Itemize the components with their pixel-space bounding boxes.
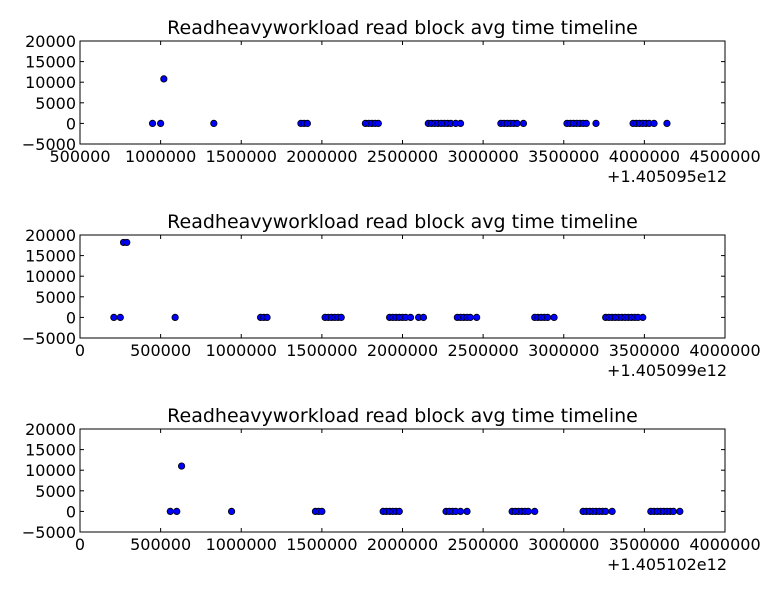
chart-title: Readheavyworkload read block avg time ti… <box>167 211 638 233</box>
y-tick-label: 0 <box>66 308 76 327</box>
data-point <box>544 313 552 321</box>
x-tick-label: 4000000 <box>689 535 760 554</box>
x-tick-label: 2500000 <box>367 147 438 166</box>
subplot-1: Readheavyworkload read block avg time ti… <box>22 17 761 186</box>
data-point <box>473 313 481 321</box>
data-point <box>171 313 179 321</box>
x-tick-label: 2000000 <box>367 341 438 360</box>
data-point <box>463 507 471 515</box>
x-tick-label: 1500000 <box>206 147 277 166</box>
x-tick-label: 500000 <box>130 341 191 360</box>
data-point <box>318 507 326 515</box>
x-tick-label: 500000 <box>49 147 110 166</box>
x-tick-label: 1000000 <box>125 147 196 166</box>
data-point <box>639 313 647 321</box>
chart-title: Readheavyworkload read block avg time ti… <box>167 17 638 39</box>
x-tick-label: 0 <box>75 535 85 554</box>
x-tick-label: 3500000 <box>609 341 680 360</box>
data-point <box>582 119 590 128</box>
x-tick-label: 4000000 <box>689 341 760 360</box>
data-point <box>148 119 157 128</box>
data-point <box>263 313 271 321</box>
data-point <box>157 119 165 128</box>
data-point <box>650 119 658 128</box>
y-tick-label: 20000 <box>25 420 76 439</box>
x-tick-label: 3000000 <box>447 147 518 166</box>
data-point <box>524 507 532 515</box>
x-tick-label: 2000000 <box>367 535 438 554</box>
data-point <box>602 507 610 515</box>
x-tick-label: 2500000 <box>447 535 518 554</box>
data-point <box>513 119 521 128</box>
y-tick-label: −5000 <box>22 135 76 154</box>
y-tick-label: 10000 <box>25 267 76 286</box>
data-point <box>669 507 678 515</box>
data-point <box>676 507 684 515</box>
y-tick-label: 0 <box>66 502 76 521</box>
data-point <box>110 313 118 321</box>
data-point <box>173 507 181 515</box>
data-point <box>592 119 600 128</box>
data-point <box>608 507 616 515</box>
data-point <box>160 75 168 83</box>
x-tick-label: 1000000 <box>206 341 277 360</box>
subplot-2: Readheavyworkload read block avg time ti… <box>22 211 761 380</box>
x-tick-label: 3500000 <box>528 147 599 166</box>
y-tick-label: 0 <box>66 114 76 133</box>
x-tick-label: 1500000 <box>286 535 357 554</box>
data-point <box>116 313 124 321</box>
data-point <box>210 119 218 128</box>
data-point <box>374 119 382 128</box>
x-tick-label: 2000000 <box>286 147 357 166</box>
data-point <box>466 313 474 321</box>
x-tick-label: 3500000 <box>609 535 680 554</box>
y-tick-label: 5000 <box>35 288 76 307</box>
data-point <box>166 507 174 515</box>
data-point <box>456 507 465 515</box>
y-tick-label: 20000 <box>25 226 76 245</box>
plot-frame <box>79 40 726 145</box>
data-point <box>663 119 671 128</box>
y-tick-label: 10000 <box>25 73 76 92</box>
x-tick-label: 3000000 <box>528 535 599 554</box>
data-point <box>395 507 403 515</box>
chart-title: Readheavyworkload read block avg time ti… <box>167 405 638 427</box>
y-tick-label: 15000 <box>25 247 76 266</box>
data-point <box>456 119 465 128</box>
x-offset-label: +1.405099e12 <box>607 361 727 380</box>
x-tick-label: 4000000 <box>609 147 680 166</box>
x-tick-label: 1500000 <box>286 341 357 360</box>
data-point <box>123 238 131 247</box>
data-point <box>303 119 311 128</box>
data-point <box>337 313 345 321</box>
data-point <box>227 507 236 515</box>
subplot-3: Readheavyworkload read block avg time ti… <box>22 405 761 574</box>
data-point <box>519 119 528 128</box>
y-tick-label: 15000 <box>25 53 76 72</box>
x-tick-label: 1000000 <box>206 535 277 554</box>
x-tick-label: 4500000 <box>689 147 760 166</box>
data-point <box>177 462 186 470</box>
y-tick-label: 20000 <box>25 32 76 51</box>
y-tick-label: −5000 <box>22 523 76 542</box>
data-point <box>531 507 539 515</box>
y-tick-label: 15000 <box>25 441 76 460</box>
x-offset-label: +1.405095e12 <box>607 167 727 186</box>
y-tick-label: 5000 <box>35 482 76 501</box>
data-point <box>406 313 415 321</box>
y-tick-label: 5000 <box>35 94 76 113</box>
x-tick-label: 500000 <box>130 535 191 554</box>
x-tick-label: 0 <box>75 341 85 360</box>
x-tick-label: 3000000 <box>528 341 599 360</box>
plot-frame <box>79 428 726 533</box>
plot-frame <box>79 234 726 339</box>
x-offset-label: +1.405102e12 <box>607 555 727 574</box>
data-point <box>419 313 428 321</box>
data-point <box>550 313 558 321</box>
x-tick-label: 2500000 <box>447 341 518 360</box>
y-tick-label: −5000 <box>22 329 76 348</box>
y-tick-label: 10000 <box>25 461 76 480</box>
